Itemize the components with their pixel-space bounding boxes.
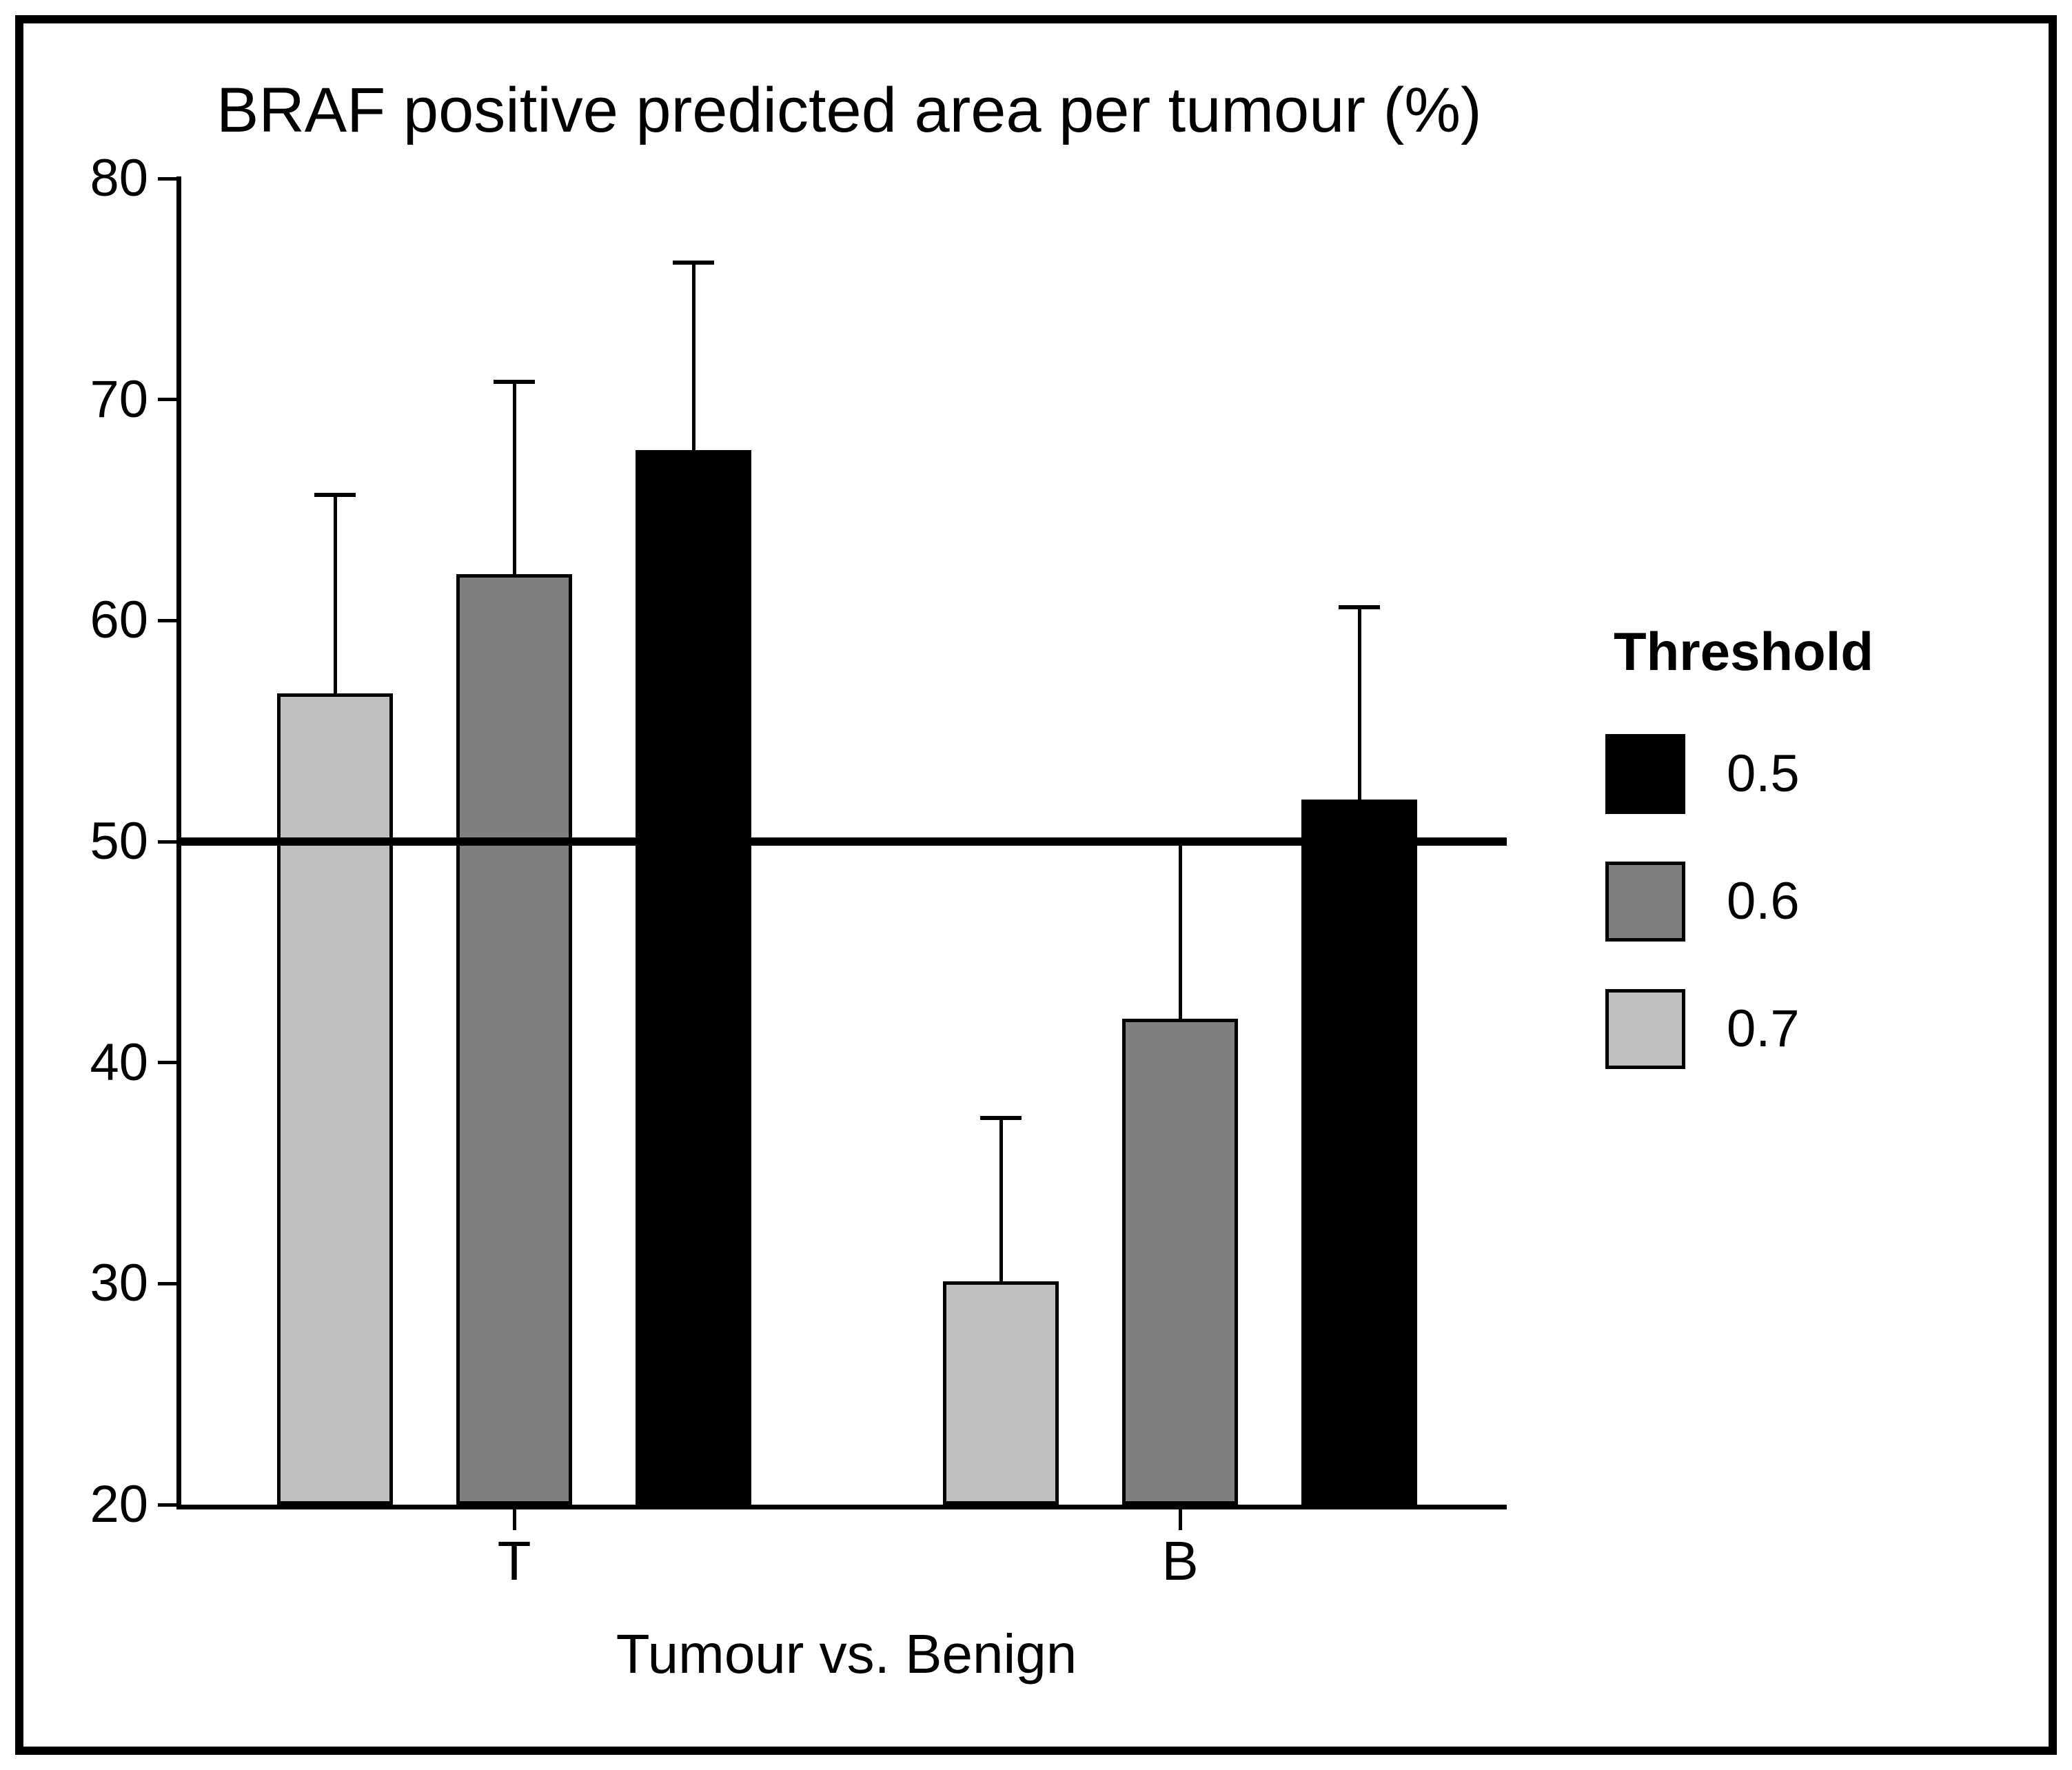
y-tick: [158, 618, 176, 622]
y-tick-label: 30: [90, 1254, 148, 1313]
error-bar-stem-T-0.6: [512, 382, 516, 574]
bar-T-0.6: [456, 573, 572, 1505]
error-bar-stem-B-0.6: [1178, 842, 1182, 1019]
y-axis-line: [176, 176, 181, 1507]
y-tick: [158, 1503, 176, 1507]
y-tick-label: 70: [90, 369, 148, 429]
error-bar-stem-T-0.5: [691, 262, 695, 451]
error-bar-stem-T-0.7: [333, 494, 337, 694]
x-tick-label-T: T: [497, 1530, 531, 1591]
y-tick-label: 80: [90, 149, 148, 207]
legend-label-0.6: 0.6: [1727, 872, 1800, 930]
y-tick: [158, 398, 176, 402]
error-bar-cap-T-0.5: [673, 260, 714, 265]
x-axis-line: [176, 1505, 1507, 1509]
bar-T-0.7: [277, 693, 393, 1505]
x-tick: [512, 1509, 516, 1530]
error-bar-stem-B-0.7: [999, 1117, 1003, 1282]
y-tick: [158, 176, 176, 181]
error-bar-cap-B-0.7: [980, 1115, 1022, 1120]
x-tick-label-B: B: [1161, 1530, 1199, 1591]
bar-B-0.5: [1301, 800, 1417, 1505]
legend-label-0.7: 0.7: [1727, 999, 1800, 1058]
x-axis-label: Tumour vs. Benign: [616, 1623, 1077, 1685]
y-tick-label: 20: [90, 1475, 148, 1534]
bar-T-0.5: [636, 450, 751, 1505]
bar-B-0.6: [1122, 1018, 1238, 1505]
error-bar-cap-T-0.7: [314, 492, 356, 497]
legend-swatch-0.6: [1605, 862, 1685, 942]
y-tick: [158, 840, 176, 844]
reference-line-50: [181, 837, 1507, 846]
y-tick-label: 50: [90, 812, 148, 871]
legend-label-0.5: 0.5: [1727, 744, 1800, 803]
legend-swatch-0.7: [1605, 989, 1685, 1069]
legend-title: Threshold: [1614, 621, 1874, 682]
y-tick-label: 40: [90, 1032, 148, 1092]
error-bar-cap-B-0.5: [1339, 605, 1380, 610]
error-bar-stem-B-0.5: [1357, 607, 1361, 800]
legend-swatch-0.5: [1605, 734, 1685, 814]
y-tick-label: 60: [90, 591, 148, 650]
chart-title: BRAF positive predicted area per tumour …: [216, 75, 1482, 145]
y-tick: [158, 1061, 176, 1065]
y-tick: [158, 1281, 176, 1285]
error-bar-cap-T-0.6: [494, 380, 535, 384]
bar-B-0.7: [943, 1281, 1059, 1505]
x-tick: [1178, 1509, 1182, 1530]
